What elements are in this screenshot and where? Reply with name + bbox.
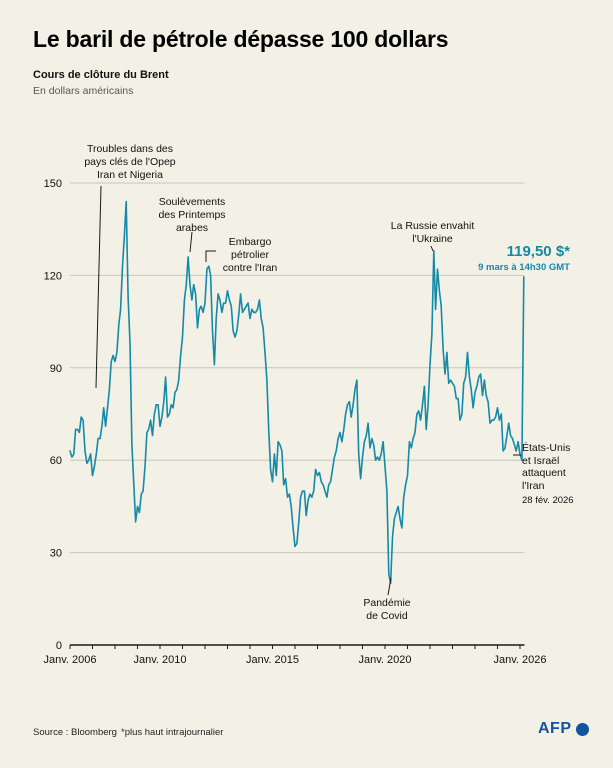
svg-text:Janv. 2015: Janv. 2015 [246,654,299,666]
svg-text:60: 60 [50,455,62,467]
annotation-us-israel-date: 28 fév. 2026 [522,494,574,506]
svg-text:30: 30 [50,548,62,560]
annotation-ukraine-invasion: La Russie envahit l'Ukraine [390,220,475,245]
annotation-opec-troubles: Troubles dans des pays clés de l'Opep Ir… [84,143,176,181]
annotation-arab-spring: Soulèvements des Printemps arabes [158,196,226,234]
svg-text:90: 90 [50,363,62,375]
annotation-price-callout: 119,50 $* [506,243,570,260]
annotation-covid: Pandémie de Covid [363,597,411,622]
svg-text:Janv. 2006: Janv. 2006 [43,654,96,666]
afp-logo: AFP [538,720,589,738]
afp-logo-globe-icon [575,722,589,736]
svg-text:Janv. 2020: Janv. 2020 [358,654,411,666]
annotation-price-timestamp: 9 mars à 14h30 GMT [478,262,570,273]
svg-text:150: 150 [44,178,62,190]
svg-text:0: 0 [56,640,62,652]
annotation-us-israel: États-Unis et Israël attaquent l'Iran 28… [522,429,606,519]
afp-logo-text: AFP [538,720,572,737]
footer-note: *plus haut intrajournalier [121,727,224,738]
svg-text:Janv. 2010: Janv. 2010 [133,654,186,666]
page-title: Le baril de pétrole dépasse 100 dollars [33,26,449,52]
svg-text:Janv. 2026: Janv. 2026 [493,654,546,666]
svg-text:120: 120 [44,270,62,282]
footer-source: Source : Bloomberg [33,727,117,738]
chart-unit-label: En dollars américains [33,85,134,97]
chart-subtitle: Cours de clôture du Brent [33,69,169,81]
annotation-us-israel-text: États-Unis et Israël attaquent l'Iran [522,441,571,493]
annotation-iran-embargo: Embargo pétrolier contre l'Iran [222,236,278,274]
